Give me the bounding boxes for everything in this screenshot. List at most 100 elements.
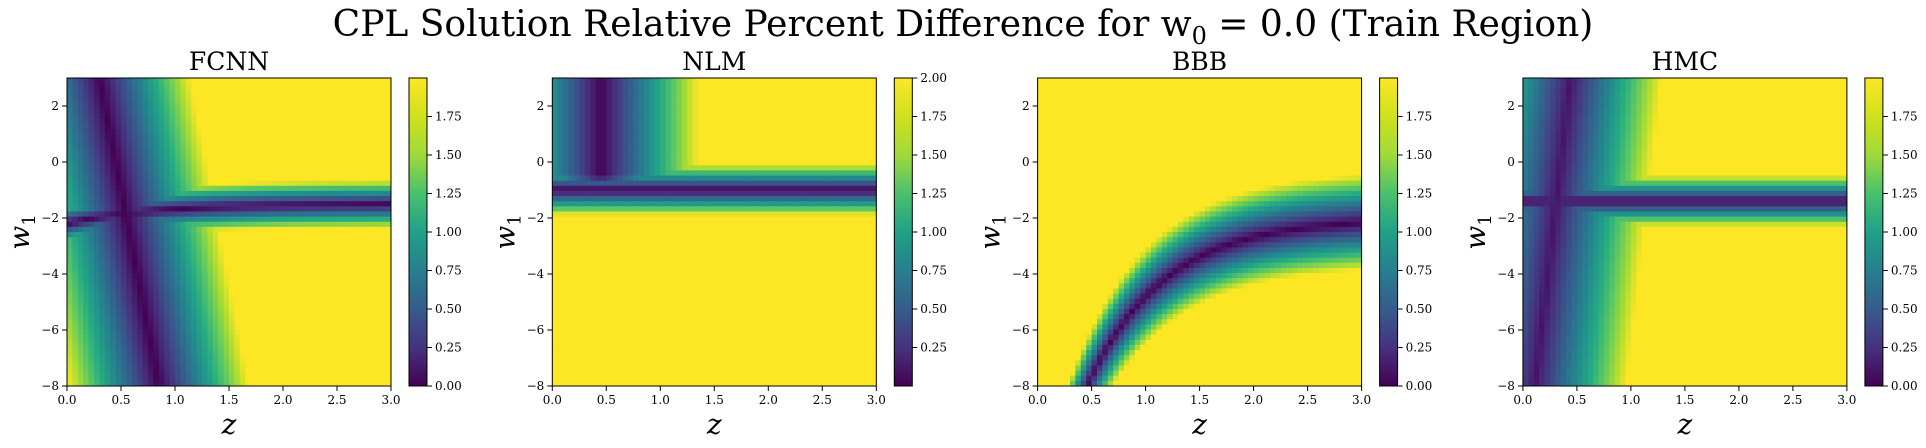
heatmap-cell: [369, 160, 376, 166]
heatmap-cell: [148, 170, 154, 176]
heatmap-cell: [380, 262, 386, 269]
heatmap-cell: [347, 124, 354, 130]
heatmap-cell: [331, 180, 338, 187]
heatmap-cell: [272, 190, 278, 197]
heatmap-cell: [320, 355, 327, 361]
heatmap-cell: [245, 211, 251, 217]
heatmap-cell: [644, 103, 650, 110]
heatmap-cell: [320, 257, 327, 264]
heatmap-cell: [358, 144, 365, 151]
heatmap-cell: [326, 252, 332, 259]
heatmap-cell: [67, 175, 73, 182]
heatmap-cell: [180, 288, 187, 294]
heatmap-cell: [299, 278, 305, 284]
heatmap-cell: [358, 247, 365, 253]
heatmap-cell: [342, 267, 349, 274]
heatmap-cell: [250, 365, 257, 371]
heatmap-cell: [579, 149, 586, 156]
heatmap-cell: [180, 252, 187, 259]
heatmap-cell: [374, 267, 381, 274]
heatmap-cell: [320, 267, 327, 274]
heatmap-cell: [789, 170, 796, 176]
heatmap-cell: [277, 93, 284, 99]
heatmap-cell: [83, 190, 89, 197]
heatmap-cell: [714, 149, 721, 156]
heatmap-cell: [293, 257, 300, 264]
heatmap-cell: [573, 139, 580, 146]
heatmap-cell: [358, 309, 365, 315]
heatmap-cell: [223, 375, 230, 382]
heatmap-cell: [800, 108, 807, 115]
heatmap-cell: [121, 165, 127, 171]
heatmap-cell: [131, 380, 138, 387]
heatmap-cell: [768, 129, 775, 135]
heatmap-cell: [202, 165, 208, 171]
heatmap-cell: [104, 190, 111, 197]
heatmap-cell: [369, 309, 376, 315]
heatmap-cell: [353, 288, 359, 294]
x-tick-label: 2.5: [327, 393, 346, 407]
heatmap-cell: [99, 78, 106, 84]
heatmap-cell: [126, 262, 133, 269]
heatmap-cell: [638, 88, 645, 94]
heatmap-cell: [644, 165, 650, 171]
heatmap-cell: [337, 262, 343, 269]
heatmap-cell: [104, 278, 111, 284]
heatmap-cell: [768, 185, 775, 192]
heatmap-cell: [374, 98, 381, 105]
heatmap-cell: [131, 216, 138, 223]
heatmap-cell: [121, 103, 127, 110]
heatmap-cell: [627, 160, 634, 166]
heatmap-cell: [552, 165, 559, 171]
heatmap-cell: [137, 267, 143, 274]
heatmap-cell: [590, 180, 596, 187]
heatmap-cell: [611, 165, 618, 171]
heatmap-cell: [131, 144, 138, 151]
heatmap-cell: [223, 160, 230, 166]
heatmap-cell: [590, 124, 596, 130]
heatmap-cell: [185, 350, 192, 356]
heatmap-cell: [175, 108, 181, 115]
heatmap-cell: [795, 139, 802, 146]
heatmap-cell: [671, 165, 677, 171]
heatmap-cell: [816, 113, 823, 120]
heatmap-cell: [67, 108, 73, 115]
heatmap-cell: [158, 103, 165, 110]
heatmap-cell: [99, 319, 106, 325]
heatmap-cell: [714, 160, 721, 166]
heatmap-cell: [158, 288, 165, 294]
heatmap-cell: [164, 319, 170, 325]
heatmap-cell: [822, 149, 829, 156]
heatmap-cell: [320, 329, 327, 336]
heatmap-cell: [681, 108, 688, 115]
heatmap-cell: [773, 108, 780, 115]
heatmap-cell: [806, 88, 812, 94]
heatmap-cell: [374, 324, 381, 330]
heatmap-cell: [223, 93, 230, 99]
heatmap-cell: [153, 262, 160, 269]
heatmap-cell: [331, 196, 338, 202]
heatmap-cell: [239, 252, 246, 259]
heatmap-cell: [779, 83, 785, 89]
heatmap-cell: [153, 237, 160, 243]
heatmap-cell: [331, 283, 338, 289]
heatmap-cell: [72, 124, 79, 130]
heatmap-cell: [627, 144, 634, 151]
heatmap-cell: [347, 257, 354, 264]
heatmap-cell: [272, 144, 278, 151]
heatmap-cell: [137, 226, 143, 233]
heatmap-cell: [142, 319, 149, 325]
heatmap-cell: [202, 149, 208, 156]
heatmap-cell: [115, 165, 122, 171]
heatmap-cell: [175, 124, 181, 130]
heatmap-cell: [67, 134, 73, 140]
heatmap-cell: [293, 206, 300, 212]
heatmap-cell: [806, 93, 812, 99]
heatmap-cell: [250, 155, 257, 161]
heatmap-cell: [364, 237, 370, 243]
heatmap-cell: [229, 293, 235, 300]
heatmap-cell: [374, 314, 381, 320]
heatmap-cell: [137, 242, 143, 248]
heatmap-cell: [326, 303, 332, 310]
heatmap-cell: [385, 344, 392, 351]
